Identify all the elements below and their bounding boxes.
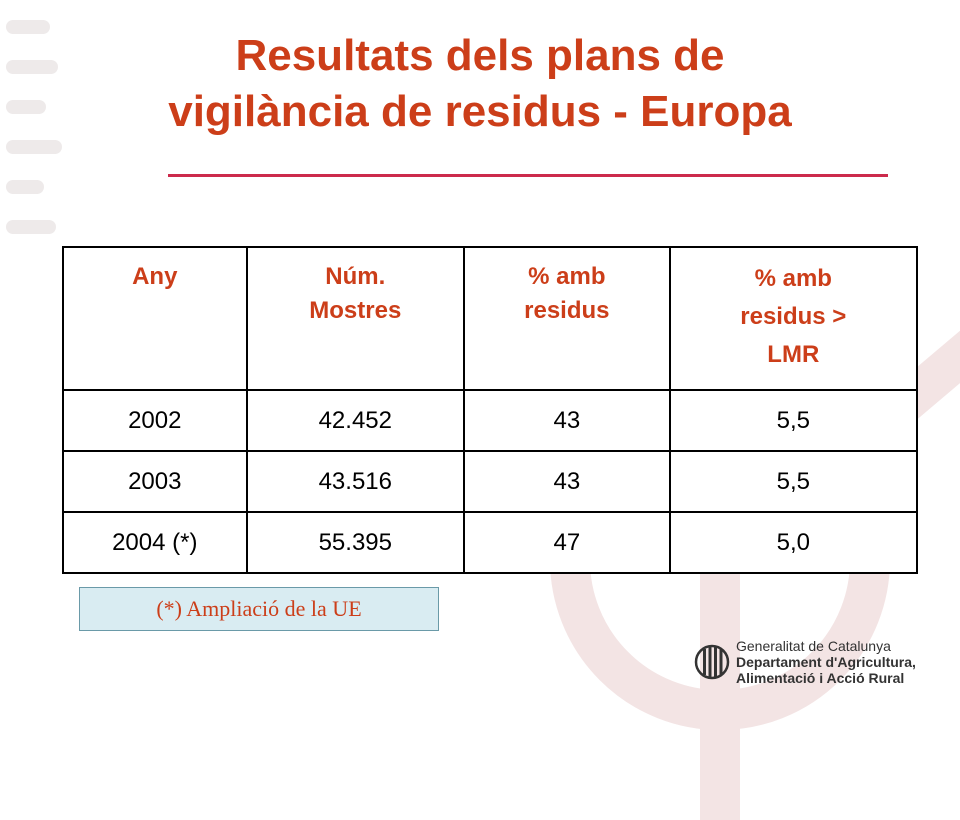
cell-num-mostres: 55.395 [245, 511, 466, 574]
header-pct-line2: residus [524, 297, 610, 324]
generalitat-text: Generalitat de Catalunya Departament d'A… [736, 638, 916, 686]
header-num-line2: Mostres [309, 297, 402, 324]
cell-pct-residus: 47 [463, 511, 671, 574]
generalitat-logo: Generalitat de Catalunya Departament d'A… [694, 638, 944, 688]
header-lmr-line3: LMR [767, 341, 820, 368]
header-any: Any [62, 246, 248, 391]
cell-any: 2003 [62, 450, 248, 513]
cell-num-mostres: 43.516 [245, 450, 466, 513]
cell-pct-lmr: 5,0 [668, 511, 919, 574]
table-header-row: Any Núm. Mostres % amb residus % amb res… [62, 246, 919, 391]
table-row: 2003 43.516 43 5,5 [62, 450, 919, 513]
cell-any: 2002 [62, 389, 248, 452]
results-table: Any Núm. Mostres % amb residus % amb res… [62, 246, 919, 574]
cell-pct-residus: 43 [463, 389, 671, 452]
header-num-line1: Núm. [325, 263, 386, 290]
brand-line-1: Generalitat de Catalunya [736, 638, 891, 654]
header-num-mostres: Núm. Mostres [245, 246, 466, 391]
header-pct-line1: % amb [528, 263, 606, 290]
cell-pct-lmr: 5,5 [668, 389, 919, 452]
cell-pct-lmr: 5,5 [668, 450, 919, 513]
header-lmr-line1: % amb [754, 265, 832, 292]
cell-any: 2004 (*) [62, 511, 248, 574]
footnote-box: (*) Ampliació de la UE [79, 587, 439, 631]
cell-pct-residus: 43 [463, 450, 671, 513]
header-pct-residus-lmr: % amb residus > LMR [668, 246, 919, 391]
title-line-1: Resultats dels plans de [235, 31, 725, 80]
cell-num-mostres: 42.452 [245, 389, 466, 452]
brand-line-2: Departament d'Agricultura, [736, 654, 916, 670]
header-any-label: Any [132, 263, 178, 290]
header-pct-residus: % amb residus [463, 246, 671, 391]
page-title: Resultats dels plans de vigilància de re… [40, 28, 920, 140]
generalitat-emblem-icon [694, 644, 730, 680]
header-lmr-line2: residus > [740, 303, 847, 330]
title-line-2: vigilància de residus - Europa [168, 87, 792, 136]
title-underline [168, 174, 888, 177]
brand-line-3: Alimentació i Acció Rural [736, 670, 905, 686]
table-row: 2004 (*) 55.395 47 5,0 [62, 511, 919, 574]
table-row: 2002 42.452 43 5,5 [62, 389, 919, 452]
